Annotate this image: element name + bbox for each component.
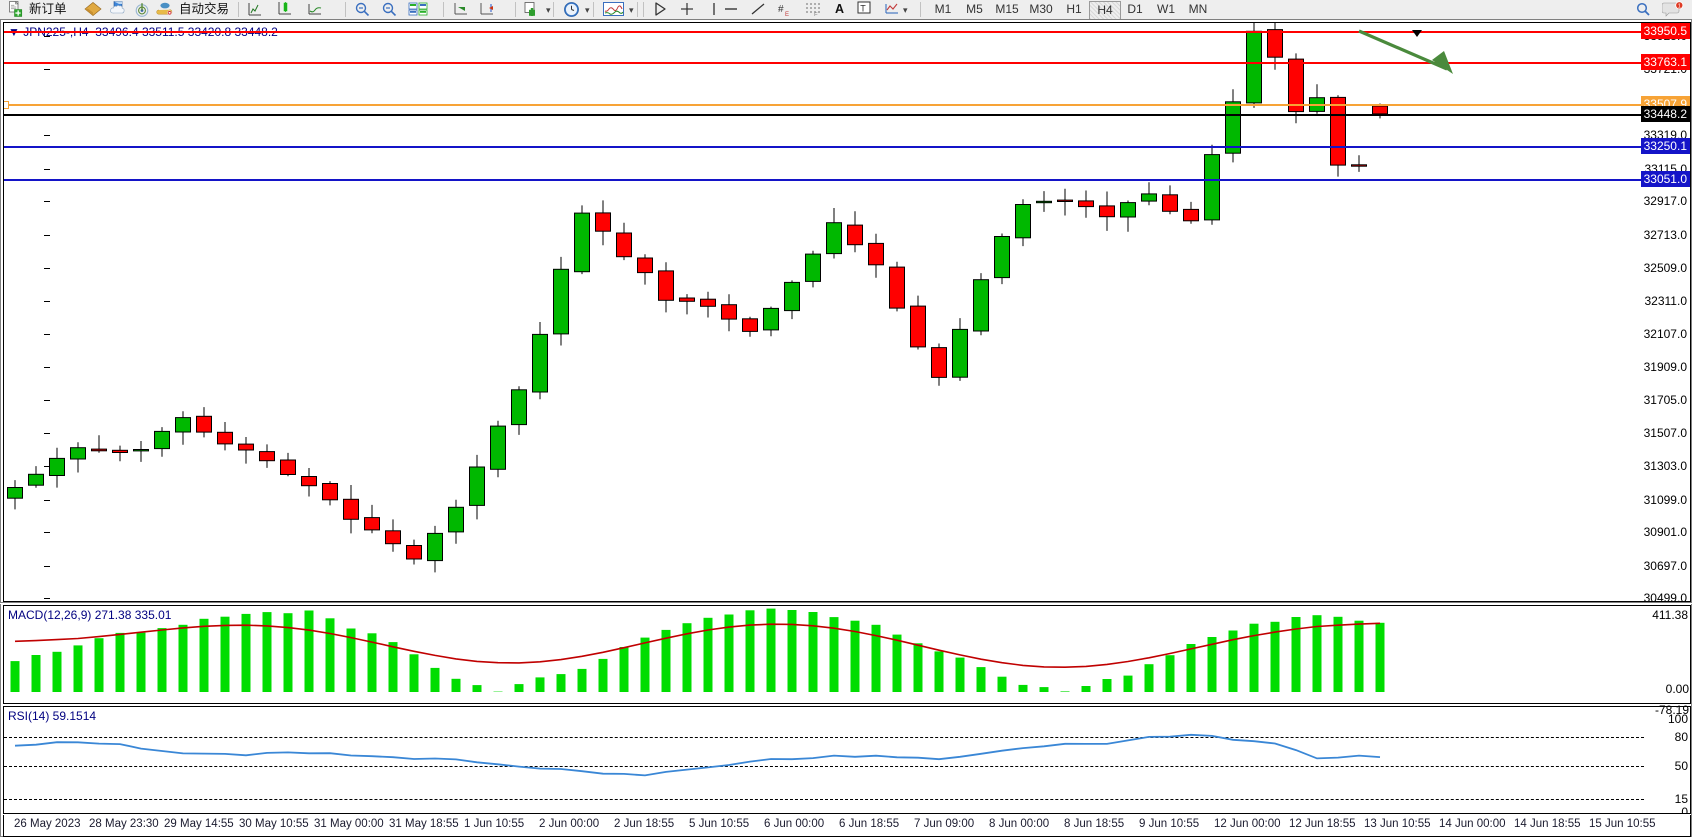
svg-text:E: E — [785, 12, 789, 17]
svg-text:T: T — [860, 4, 866, 14]
svg-text:F: F — [814, 13, 818, 16]
svg-text:#: # — [778, 4, 784, 15]
svg-text:1: 1 — [1678, 4, 1681, 10]
